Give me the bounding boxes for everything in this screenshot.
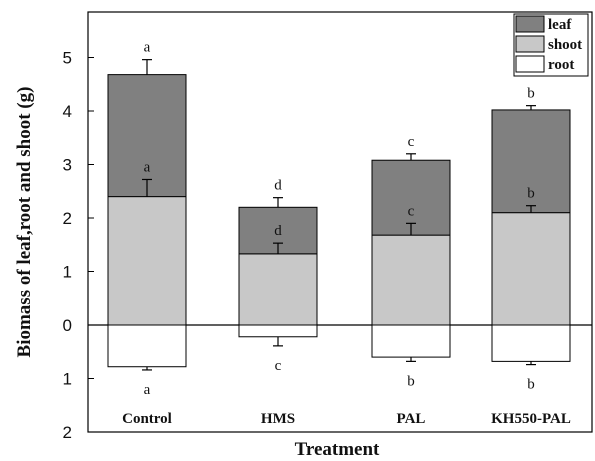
x-category-label: KH550-PAL (491, 411, 571, 427)
letter-root: b (527, 377, 535, 393)
y-tick-label: 3 (63, 156, 72, 175)
letter-root: c (275, 358, 282, 374)
x-category-label: HMS (261, 411, 295, 427)
y-tick-label: 2 (63, 423, 72, 442)
bars-layer (107, 74, 571, 368)
bar-shoot (491, 212, 571, 326)
y-tick-label: 0 (63, 316, 72, 335)
bar-shoot (107, 196, 187, 326)
x-axis-title: Treatment (295, 439, 380, 460)
legend-label: leaf (548, 17, 572, 33)
letter-leaf: c (408, 134, 415, 150)
bar-leaf (371, 159, 451, 236)
letter-leaf: a (144, 40, 151, 56)
letter-root: b (407, 373, 415, 389)
legend-swatch (515, 15, 545, 33)
bar-leaf (107, 74, 187, 198)
bar-root (491, 324, 571, 362)
bar-shoot (371, 234, 451, 326)
letter-leaf: d (274, 178, 282, 194)
legend-label: shoot (548, 37, 582, 53)
bar-leaf (491, 109, 571, 214)
plot-border (87, 11, 593, 433)
bar-root (107, 324, 187, 368)
bar-root (238, 324, 318, 338)
y-axis-title: Biomass of leaf,root and shoot (g) (14, 87, 35, 358)
letter-shoot: d (274, 223, 282, 239)
legend-swatch (515, 55, 545, 73)
y-tick-label: 4 (63, 102, 72, 121)
y-tick-label: 1 (63, 370, 72, 389)
letter-leaf: b (527, 86, 535, 102)
letter-shoot: a (144, 159, 151, 175)
error-bars-layer (142, 59, 536, 371)
legend: leaf shoot root (513, 13, 589, 77)
bar-shoot (238, 253, 318, 326)
x-category-label: PAL (397, 411, 426, 427)
x-axis-categories: Control HMS PAL KH550-PAL (122, 411, 571, 427)
y-tick-label: 1 (63, 263, 72, 282)
x-category-label: Control (122, 411, 172, 427)
y-tick-label: 5 (63, 49, 72, 68)
letter-shoot: c (408, 203, 415, 219)
bar-root (371, 324, 451, 358)
letter-shoot: b (527, 186, 535, 202)
legend-label: root (548, 57, 574, 73)
legend-swatch (515, 35, 545, 53)
letter-root: a (144, 382, 151, 398)
y-tick-label: 2 (63, 209, 72, 228)
significance-letters-layer: a a a d d c c c b b b b (144, 40, 535, 398)
y-axis-ticks: 2 1 0 1 2 3 4 5 (63, 49, 94, 442)
